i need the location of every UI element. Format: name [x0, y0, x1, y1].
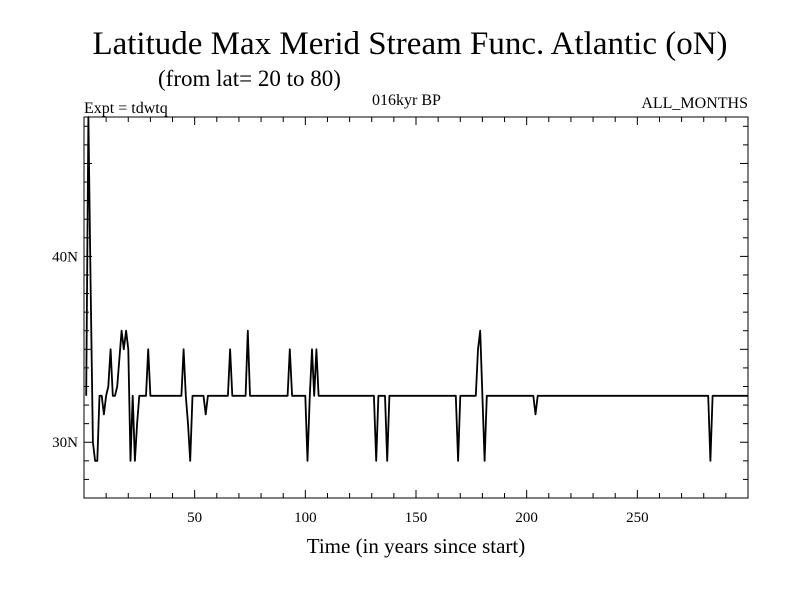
- x-tick-label: 150: [405, 510, 428, 526]
- experiment-label: Expt = tdwtq: [84, 100, 168, 117]
- chart-title: Latitude Max Merid Stream Func. Atlantic…: [92, 26, 728, 62]
- y-tick-label: 40N: [52, 249, 78, 265]
- period-label: 016kyr BP: [372, 92, 441, 109]
- x-tick-label: 200: [515, 510, 538, 526]
- x-tick-label: 50: [187, 510, 202, 526]
- series-line: [85, 116, 748, 462]
- x-tick-label: 100: [294, 510, 317, 526]
- x-tick-label: 250: [626, 510, 649, 526]
- axis-ticks: [84, 117, 748, 499]
- y-tick-label: 30N: [52, 435, 78, 451]
- x-axis-label: Time (in years since start): [306, 534, 526, 558]
- chart-subtitle: (from lat= 20 to 80): [158, 66, 341, 91]
- months-label: ALL_MONTHS: [641, 95, 748, 112]
- axis-tick-labels: 50 100 150 200 250 30N 40N: [52, 249, 648, 526]
- plot-frame: [83, 116, 749, 499]
- series-group: [85, 116, 748, 462]
